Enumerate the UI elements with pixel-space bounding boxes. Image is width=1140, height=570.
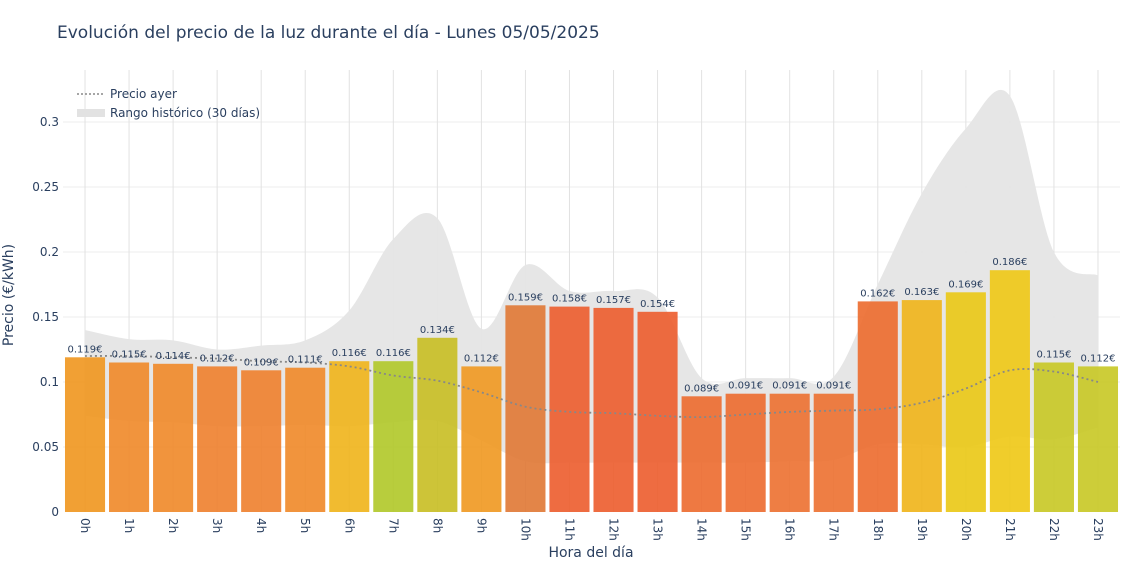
bar-data-label: 0.119€ (68, 344, 103, 355)
x-tick-label: 0h (78, 518, 92, 533)
x-tick-label: 3h (210, 518, 224, 533)
bar-data-label: 0.116€ (332, 348, 367, 359)
bar-data-label: 0.112€ (1080, 353, 1115, 364)
bar-data-label: 0.114€ (156, 351, 191, 362)
x-tick-label: 13h (651, 518, 665, 541)
x-tick-label: 10h (518, 518, 532, 541)
x-axis-title: Hora del día (548, 545, 633, 561)
bar-11h[interactable] (549, 306, 590, 512)
bar-data-label: 0.169€ (948, 279, 983, 290)
bar-data-label: 0.091€ (728, 381, 763, 392)
bar-14h[interactable] (681, 396, 722, 512)
bar-layer (64, 270, 1119, 513)
bar-label-layer: 0.119€ 0.115€ 0.114€ 0.112€ 0.109€ 0.111€ 0.11… (68, 257, 1116, 394)
bar-data-label: 0.116€ (376, 348, 411, 359)
bar-10h[interactable] (505, 305, 546, 512)
bar-data-label: 0.111€ (288, 355, 323, 366)
x-tick-label: 16h (783, 518, 797, 541)
y-tick-label: 0.3 (40, 115, 59, 129)
x-tick-label: 2h (166, 518, 180, 533)
bar-data-label: 0.089€ (684, 383, 719, 394)
bar-data-label: 0.134€ (420, 325, 455, 336)
bar-17h[interactable] (813, 393, 854, 512)
bar-data-label: 0.091€ (816, 381, 851, 392)
bar-5h[interactable] (285, 367, 326, 512)
bar-7h[interactable] (373, 361, 414, 512)
bar-data-label: 0.159€ (508, 292, 543, 303)
x-tick-label: 23h (1091, 518, 1105, 541)
y-tick-label: 0.15 (32, 310, 59, 324)
chart-title: Evolución del precio de la luz durante e… (57, 23, 600, 43)
bar-16h[interactable] (769, 393, 810, 512)
bar-22h[interactable] (1033, 362, 1074, 513)
x-tick-label: 19h (915, 518, 929, 541)
x-tick-label: 15h (739, 518, 753, 541)
axis-layer: 0 0.05 0.1 0.15 0.2 0.25 0.3 0h 1h 2h 3h 4h 5h 6h 7h 8h… (32, 115, 1105, 541)
x-tick-label: 7h (386, 518, 400, 533)
bar-data-label: 0.157€ (596, 295, 631, 306)
x-tick-label: 22h (1047, 518, 1061, 541)
x-tick-label: 20h (959, 518, 973, 541)
bar-3h[interactable] (197, 366, 238, 512)
x-tick-label: 5h (298, 518, 312, 533)
x-tick-label: 8h (430, 518, 444, 533)
bar-1h[interactable] (109, 362, 150, 513)
bar-2h[interactable] (153, 363, 194, 512)
bar-15h[interactable] (725, 393, 766, 512)
bar-9h[interactable] (461, 366, 502, 512)
x-tick-label: 11h (562, 518, 576, 541)
bar-data-label: 0.154€ (640, 299, 675, 310)
y-tick-label: 0.05 (32, 440, 59, 454)
bar-data-label: 0.115€ (1036, 350, 1071, 361)
bar-0h[interactable] (64, 357, 106, 512)
bar-data-label: 0.163€ (904, 287, 939, 298)
legend-entry-rango-historico: Rango histórico (30 días) (110, 106, 260, 120)
bar-data-label: 0.158€ (552, 294, 587, 305)
y-tick-label: 0 (51, 505, 59, 519)
x-tick-label: 18h (871, 518, 885, 541)
x-tick-label: 6h (342, 518, 356, 533)
y-tick-label: 0.2 (40, 245, 59, 259)
bar-data-label: 0.162€ (860, 288, 895, 299)
bar-data-label: 0.112€ (200, 353, 235, 364)
legend-entry-precio-ayer: Precio ayer (110, 87, 177, 101)
x-tick-label: 21h (1003, 518, 1017, 541)
bar-8h[interactable] (417, 337, 458, 512)
bar-21h[interactable] (989, 270, 1030, 512)
bar-6h[interactable] (329, 361, 370, 512)
x-tick-label: 17h (827, 518, 841, 541)
bar-12h[interactable] (593, 307, 634, 512)
x-tick-label: 4h (254, 518, 268, 533)
bar-23h[interactable] (1077, 366, 1119, 512)
y-tick-label: 0.25 (32, 180, 59, 194)
bar-data-label: 0.112€ (464, 353, 499, 364)
bar-20h[interactable] (945, 292, 986, 512)
bar-data-label: 0.115€ (112, 350, 147, 361)
bar-13h[interactable] (637, 311, 678, 512)
bar-4h[interactable] (241, 370, 282, 512)
bar-18h[interactable] (857, 301, 898, 512)
x-tick-label: 12h (607, 518, 621, 541)
y-axis-title: Precio (€/kWh) (1, 244, 17, 346)
x-tick-label: 14h (695, 518, 709, 541)
legend: Precio ayer Rango histórico (30 días) (77, 87, 260, 120)
y-tick-label: 0.1 (40, 375, 59, 389)
bar-data-label: 0.109€ (244, 357, 279, 368)
legend-area-swatch (77, 109, 105, 117)
x-tick-label: 1h (122, 518, 136, 533)
bar-19h[interactable] (901, 300, 942, 512)
bar-data-label: 0.186€ (992, 257, 1027, 268)
bar-data-label: 0.091€ (772, 381, 807, 392)
x-tick-label: 9h (474, 518, 488, 533)
